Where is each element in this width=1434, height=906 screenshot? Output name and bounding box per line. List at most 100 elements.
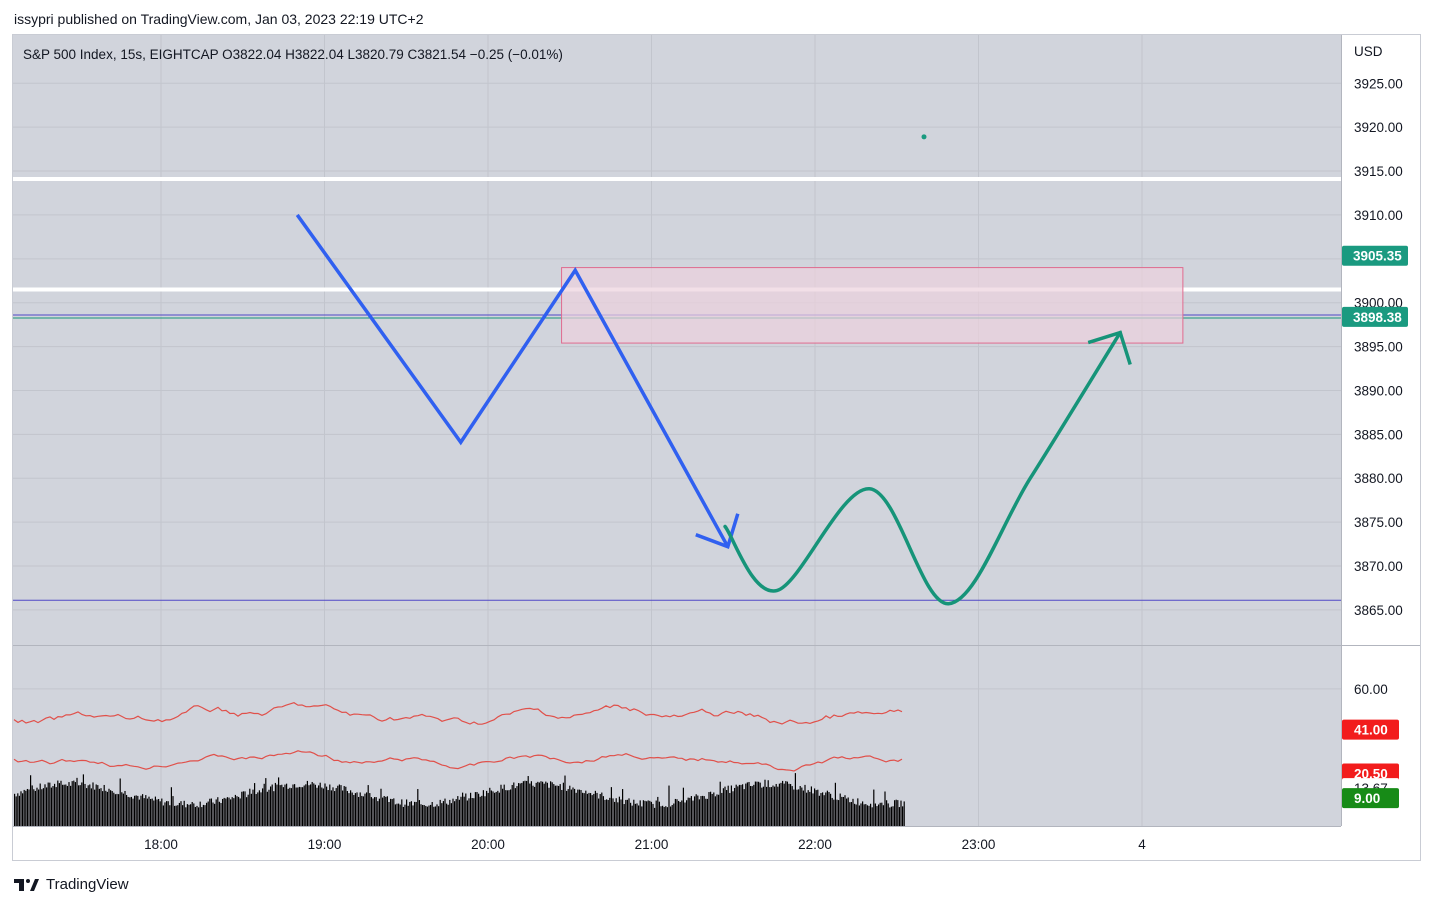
- volume-bar: [266, 791, 268, 826]
- volume-bar: [201, 807, 203, 826]
- volume-bar: [484, 796, 486, 826]
- price-tick-label: 3920.00: [1354, 120, 1403, 135]
- volume-bar: [450, 803, 452, 826]
- volume-bar: [433, 806, 435, 826]
- volume-bar: [338, 784, 340, 826]
- chart-frame[interactable]: 3925.003920.003915.003910.003905.003900.…: [12, 34, 1421, 861]
- volume-bar: [447, 804, 449, 826]
- volume-bar: [586, 793, 588, 826]
- volume-bar: [865, 804, 867, 826]
- volume-bar: [326, 786, 328, 826]
- volume-bar: [294, 784, 296, 826]
- volume-bar: [884, 791, 886, 826]
- volume-bar: [690, 796, 692, 826]
- volume-bar: [177, 805, 179, 826]
- volume-bar: [780, 782, 782, 826]
- volume-bar: [892, 806, 894, 826]
- volume-bar: [559, 784, 561, 826]
- volume-bar: [295, 787, 297, 826]
- volume-bar: [250, 793, 252, 826]
- volume-bar: [414, 801, 416, 826]
- volume-bar: [76, 777, 78, 826]
- volume-bar: [478, 793, 480, 826]
- volume-bar: [236, 796, 238, 826]
- volume-bar: [166, 801, 168, 826]
- time-tick-label: 21:00: [635, 837, 669, 852]
- volume-bar: [538, 782, 540, 826]
- volume-bar: [39, 783, 41, 826]
- volume-bar: [161, 798, 163, 826]
- volume-bar: [26, 788, 28, 826]
- volume-bar: [175, 805, 177, 826]
- volume-bar: [422, 804, 424, 826]
- time-tick-label: 19:00: [308, 837, 342, 852]
- volume-bar: [462, 792, 464, 826]
- volume-bar: [287, 788, 289, 826]
- footer-logo[interactable]: TradingView: [14, 876, 129, 893]
- volume-bar: [873, 789, 875, 826]
- price-axis[interactable]: 3925.003920.003915.003910.003905.003900.…: [1341, 35, 1409, 826]
- volume-bar: [346, 791, 348, 826]
- volume-bar: [441, 803, 443, 826]
- volume-bar: [425, 805, 427, 826]
- volume-bar: [292, 784, 294, 826]
- price-badge: [1342, 306, 1408, 327]
- volume-bar: [566, 790, 568, 826]
- volume-bar: [889, 807, 891, 826]
- price-tick-label: 3870.00: [1354, 559, 1403, 574]
- volume-bar: [746, 782, 748, 826]
- volume-bar: [722, 788, 724, 826]
- volume-bar: [191, 802, 193, 826]
- volume-bar: [108, 788, 110, 826]
- volume-bar: [327, 790, 329, 826]
- volume-bar: [313, 783, 315, 826]
- volume-bar: [81, 782, 83, 826]
- indicator-pane[interactable]: [13, 646, 1341, 826]
- volume-bar: [658, 801, 660, 826]
- volume-bar: [614, 801, 616, 826]
- volume-bar: [809, 791, 811, 826]
- volume-bar: [719, 781, 721, 826]
- volume-bar: [298, 786, 300, 826]
- volume-bar: [666, 807, 668, 826]
- volume-bar: [607, 799, 609, 826]
- volume-bar: [639, 800, 641, 826]
- time-axis[interactable]: 18:00 19:00 20:00 21:00 22:00 23:00 4: [13, 826, 1341, 853]
- volume-bar: [713, 792, 715, 826]
- volume-bar: [350, 790, 352, 826]
- indicator-badge: [1342, 719, 1399, 740]
- indicator-badge-label: 20.50: [1354, 767, 1388, 782]
- volume-bar: [878, 804, 880, 826]
- volume-bar: [534, 786, 536, 826]
- volume-bar: [852, 798, 854, 826]
- volume-bar: [380, 788, 382, 826]
- volume-bar: [506, 790, 508, 826]
- volume-bar: [553, 784, 555, 826]
- volume-bar: [583, 793, 585, 826]
- volume-bar: [692, 800, 694, 826]
- currency-label: USD: [1354, 44, 1383, 59]
- volume-bar: [343, 786, 345, 826]
- volume-bar: [567, 789, 569, 826]
- volume-bar: [737, 786, 739, 826]
- volume-bar: [391, 799, 393, 826]
- volume-bar: [561, 789, 563, 826]
- volume-bar: [18, 795, 20, 826]
- chart-canvas[interactable]: 3925.003920.003915.003910.003905.003900.…: [13, 35, 1420, 860]
- volume-bar: [698, 799, 700, 826]
- volume-bar: [778, 783, 780, 826]
- volume-bar: [214, 803, 216, 826]
- volume-bar: [153, 800, 155, 826]
- volume-bar: [282, 787, 284, 826]
- volume-bar: [87, 785, 89, 826]
- volume-bar: [618, 796, 620, 826]
- volume-bar: [818, 795, 820, 826]
- volume-bar: [202, 804, 204, 826]
- volume-bar: [122, 793, 124, 826]
- volume-bar: [620, 799, 622, 826]
- price-tick-label: 3925.00: [1354, 76, 1403, 91]
- volume-bar: [775, 783, 777, 826]
- volume-bar: [742, 784, 744, 826]
- volume-bar: [876, 806, 878, 826]
- volume-bar: [466, 800, 468, 826]
